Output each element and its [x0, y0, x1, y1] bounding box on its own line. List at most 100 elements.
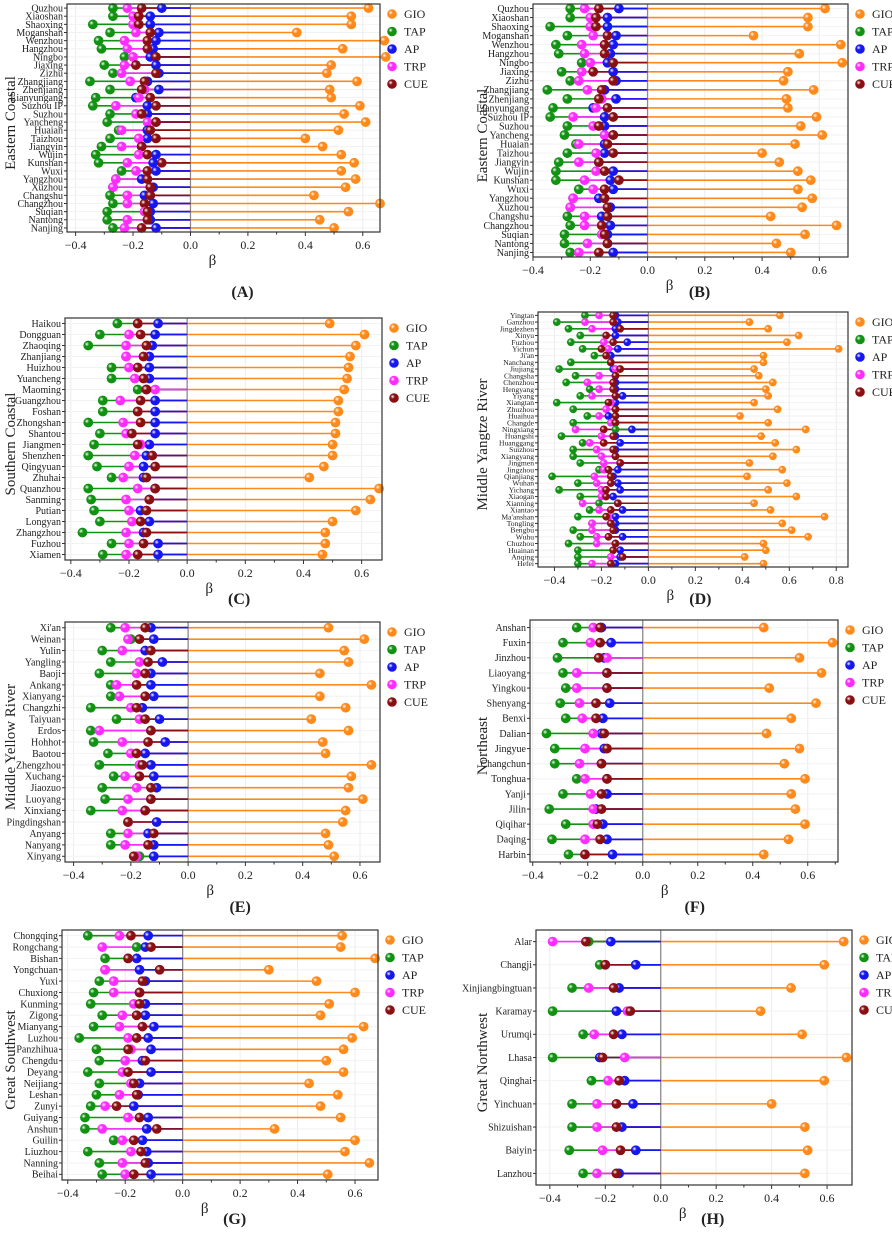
point-TAP: [569, 445, 578, 454]
point-TRP: [117, 805, 128, 816]
point-TRP: [595, 412, 603, 420]
region-label: Great Southwest: [3, 1009, 19, 1109]
y-tick-label: Qingyuan: [22, 462, 61, 473]
point-AP: [602, 12, 613, 23]
x-axis-label: β: [205, 581, 213, 597]
y-tick-label: Jiangmen: [23, 440, 61, 451]
point-GIO: [329, 223, 339, 233]
legend-label: TRP: [404, 678, 426, 692]
x-tick-label: 0.2: [688, 573, 703, 587]
legend: GIO TAP AP TRP CUE: [387, 625, 428, 709]
y-tick-label: Chongqing: [14, 931, 58, 942]
legend-item-trp: TRP: [859, 986, 892, 1000]
legend-marker-cue: [855, 79, 865, 89]
point-TAP: [569, 452, 578, 461]
point-TAP: [586, 1075, 597, 1086]
point-CUE: [602, 485, 611, 494]
legend-item-gio: GIO: [855, 315, 892, 329]
point-AP: [143, 930, 154, 941]
point-AP: [623, 338, 632, 347]
point-CUE: [595, 622, 606, 633]
point-TAP: [82, 930, 93, 941]
point-TRP: [588, 804, 599, 814]
point-GIO: [794, 743, 805, 754]
point-AP: [156, 3, 167, 13]
y-tick-label: Changzhi: [23, 703, 62, 714]
legend-label: GIO: [406, 321, 428, 335]
y-tick-label: Chuzhou: [507, 539, 535, 548]
point-AP: [613, 479, 622, 488]
y-tick-label: Jingzhou: [507, 465, 535, 474]
y-tick-label: Karamay: [495, 1007, 532, 1018]
y-tick-label: Changzhou: [17, 199, 63, 210]
point-GIO: [790, 139, 800, 149]
y-tick-label: Xiantao: [510, 506, 534, 515]
point-TAP: [102, 117, 113, 127]
x-axis-label: β: [667, 588, 675, 604]
y-tick-label: Changde: [507, 418, 535, 427]
point-TAP: [567, 1122, 577, 1132]
point-AP: [614, 3, 624, 14]
point-CUE: [136, 109, 147, 119]
point-CUE: [131, 1033, 142, 1043]
point-CUE: [597, 1052, 608, 1063]
point-AP: [608, 66, 619, 77]
point-CUE: [580, 849, 590, 860]
point-CUE: [131, 702, 142, 713]
legend-marker-gio: [387, 627, 397, 637]
point-GIO: [340, 182, 351, 193]
y-tick-label: Kunming: [20, 999, 58, 1010]
point-TAP: [567, 1098, 577, 1109]
point-CUE: [126, 428, 137, 439]
point-CUE: [132, 439, 143, 450]
y-tick-label: Baotou: [32, 749, 61, 760]
legend-label: GIO: [872, 7, 892, 21]
point-TRP: [131, 782, 142, 793]
point-AP: [630, 1145, 641, 1156]
point-TRP: [565, 202, 576, 213]
legend-item-gio: GIO: [385, 933, 424, 947]
panel-letter: (B): [689, 284, 710, 301]
point-CUE: [609, 546, 618, 555]
point-GIO: [834, 345, 843, 353]
point-CUE: [138, 373, 149, 384]
panels: QuzhouXiaoshanShaoxingMoganshanWenzhouHa…: [3, 3, 892, 1228]
x-tick-label: 0.6: [352, 868, 367, 882]
point-AP: [613, 465, 622, 474]
point-CUE: [140, 805, 151, 816]
point-AP: [128, 1101, 139, 1112]
legend-item-cue: CUE: [855, 385, 892, 399]
point-CUE: [599, 728, 610, 739]
point-CUE: [606, 506, 615, 514]
point-CUE: [596, 789, 607, 799]
point-AP: [153, 84, 164, 95]
point-TRP: [582, 238, 593, 249]
y-tick-label: Nanjing: [497, 248, 529, 259]
point-GIO: [799, 1168, 810, 1179]
point-GIO: [794, 652, 805, 663]
x-tick-label: −0.2: [118, 566, 140, 580]
point-GIO: [766, 506, 775, 514]
legend-marker-tap: [845, 642, 855, 653]
point-CUE: [146, 782, 156, 793]
point-AP: [628, 425, 636, 434]
point-TAP: [559, 130, 570, 140]
y-tick-label: Zhangjiang: [17, 77, 63, 88]
x-tick-label: 0.0: [183, 238, 198, 252]
point-CUE: [140, 1158, 151, 1168]
point-GIO: [323, 839, 334, 850]
point-GIO: [757, 432, 766, 441]
point-TRP: [126, 516, 137, 527]
point-GIO: [323, 622, 334, 633]
point-TRP: [603, 1075, 613, 1086]
point-GIO: [802, 1145, 813, 1156]
x-tick-label: 0.0: [175, 1186, 190, 1200]
point-TRP: [114, 691, 125, 702]
point-TAP: [549, 758, 560, 769]
point-TAP: [105, 84, 115, 95]
legend-marker-cue: [387, 697, 397, 707]
point-GIO: [330, 428, 341, 439]
y-tick-label: Suzhou IP: [22, 101, 64, 112]
point-GIO: [778, 519, 787, 528]
point-TRP: [588, 324, 596, 333]
